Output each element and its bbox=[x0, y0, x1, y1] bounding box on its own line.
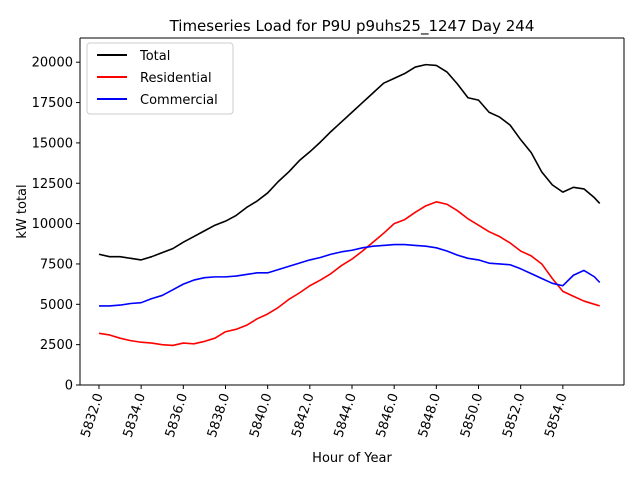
y-tick-label: 10000 bbox=[32, 217, 73, 232]
y-tick-label: 2500 bbox=[40, 338, 73, 353]
series-line-residential bbox=[98, 201, 600, 347]
legend-label-commercial: Commercial bbox=[140, 93, 218, 108]
series-line-commercial bbox=[98, 243, 601, 307]
legend: Total Residential Commercial bbox=[86, 42, 234, 115]
y-tick-label: 7500 bbox=[40, 257, 73, 272]
x-axis-label: Hour of Year bbox=[312, 451, 392, 466]
y-tick-label: 12500 bbox=[32, 177, 73, 192]
series-layer bbox=[98, 63, 601, 347]
legend-label-residential: Residential bbox=[140, 71, 212, 86]
legend-box bbox=[86, 42, 234, 115]
series-line-total bbox=[98, 63, 601, 261]
legend-label-total: Total bbox=[139, 49, 170, 64]
axes-spines bbox=[79, 37, 625, 386]
y-tick-label: 5000 bbox=[40, 298, 73, 313]
y-tick-label: 15000 bbox=[32, 136, 73, 151]
y-axis-label: kW total bbox=[15, 184, 30, 238]
y-tick-label: 17500 bbox=[32, 96, 73, 111]
y-axis-ticks: 0 2500 5000 7500 10000 12500 15000 17500 20000 bbox=[32, 56, 80, 394]
y-tick-label: 20000 bbox=[32, 56, 73, 71]
chart-title: Timeseries Load for P9U p9uhs25_1247 Day… bbox=[169, 17, 535, 36]
y-tick-label: 0 bbox=[65, 379, 73, 394]
